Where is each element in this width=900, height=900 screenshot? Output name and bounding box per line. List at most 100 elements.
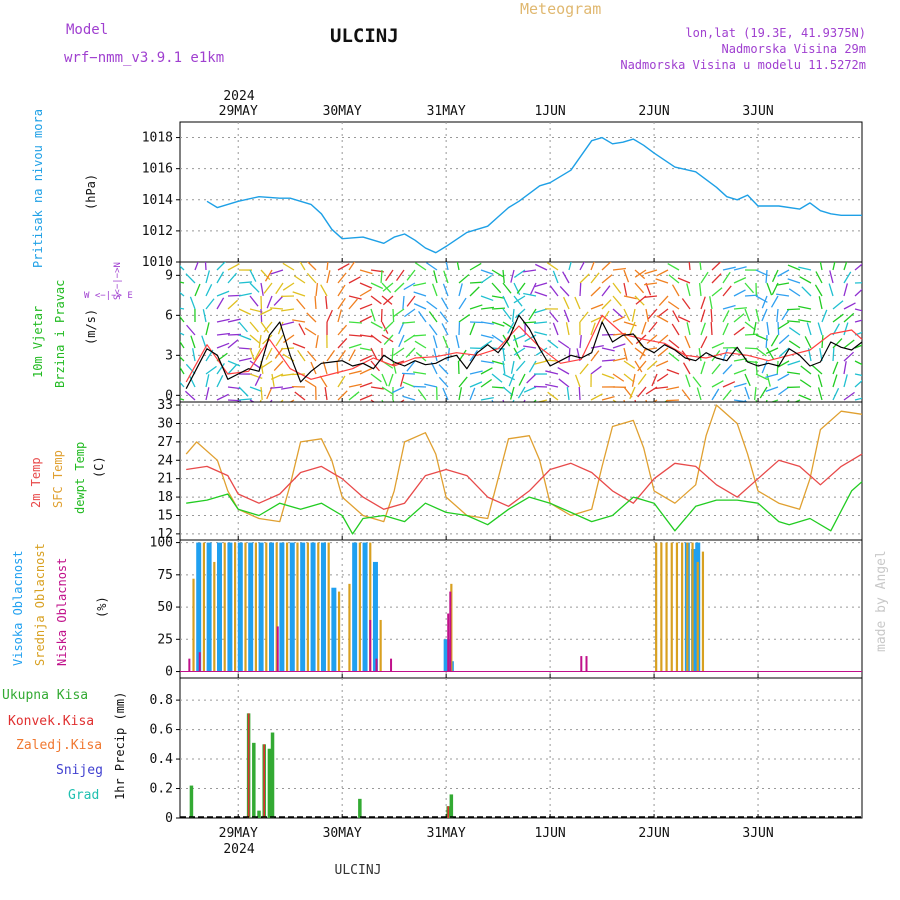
wind-arrow [306, 262, 317, 271]
wind-arrow [843, 283, 849, 297]
wind-arrow [612, 357, 626, 362]
wind-arrow [424, 383, 438, 388]
wind-arrows [180, 262, 862, 402]
y-tick-label: 0 [165, 811, 173, 826]
wind-arrow [722, 364, 733, 375]
wind-arrow [185, 273, 196, 284]
station-title: ULCINJ [330, 25, 399, 47]
wind-arrow [651, 373, 658, 387]
dewpt-line [186, 481, 863, 535]
mid-cloud-bar [317, 542, 320, 672]
model-label: Model [66, 22, 108, 38]
wind-arrow [406, 269, 416, 281]
wind-arrow [518, 373, 526, 386]
wind-arrow [458, 283, 463, 297]
wind-arrow [843, 339, 855, 349]
y-tick-label: 1012 [142, 224, 173, 239]
wind-arrow [227, 263, 240, 271]
wind-arrow [491, 386, 506, 389]
wind-arrow [832, 313, 844, 323]
y-tick-label: 33 [157, 398, 173, 413]
wind-arrow [202, 309, 207, 323]
wind-arrow [260, 269, 271, 280]
total-precip-bar [189, 785, 194, 818]
wind-arrow [688, 262, 691, 271]
mid-cloud-bar [213, 561, 216, 672]
wind-arrow [811, 364, 823, 375]
temp-ylabel: (C) [92, 456, 106, 478]
wind-arrow [814, 284, 823, 297]
y-tick-label: 27 [157, 435, 173, 450]
bottom-date-ticks: 29MAY 30MAY 31MAY 1JUN 2JUN 3JUN [219, 826, 774, 841]
wind-arrow [685, 374, 691, 388]
wind-arrow [788, 288, 801, 297]
wind-arrow [260, 282, 264, 296]
wind-arrow [781, 308, 790, 321]
wind-arrow [686, 322, 691, 336]
wind-arrow [348, 295, 362, 300]
wind-arrow [579, 273, 590, 284]
wind-arrow [787, 360, 801, 366]
wind-arrow [517, 386, 526, 399]
wind-arrow [254, 347, 262, 360]
wind-arrow [821, 334, 824, 349]
wind-arrow [359, 303, 373, 310]
wind-arrow [260, 321, 270, 333]
wind-arrow [227, 333, 242, 336]
wind-arrow [414, 340, 427, 349]
wind-arrow [260, 360, 273, 369]
mid-cloud-bar [660, 542, 663, 672]
wind-arrow [381, 295, 393, 305]
wind-arrow [180, 381, 185, 388]
mid-cloud-bar [285, 542, 289, 672]
wind-arrow [646, 334, 658, 344]
wind-arrow [381, 334, 394, 343]
wind-arrow [205, 298, 215, 310]
wind-arrow [710, 321, 713, 336]
wind-arrow [612, 267, 626, 271]
hail-label: Grad [68, 788, 99, 803]
wind-arrow [382, 295, 394, 306]
wind-arrow [534, 291, 548, 297]
high-cloud-bar [279, 542, 285, 672]
wind-arrow [402, 381, 416, 388]
wind-arrow [534, 282, 548, 288]
wind-arrow [428, 311, 438, 323]
wind-arrow [185, 363, 196, 375]
panel-1: 1010 1012 1014 1016 1018 [142, 121, 863, 270]
wind-arrow [394, 282, 405, 293]
wind-arrow [549, 285, 559, 297]
wind-arrow [348, 298, 358, 310]
wind-arrow [545, 383, 559, 388]
wind-arrow [180, 356, 185, 362]
wind-arrow [799, 276, 812, 284]
total-precip-bar [270, 732, 275, 818]
wind-arrow [787, 278, 801, 284]
wind-arrow [832, 387, 840, 401]
wind-arrow [227, 339, 239, 349]
low-cloud-bar [447, 613, 450, 672]
wind-arrow [359, 334, 373, 338]
bottom-date-1jun: 1JUN [534, 826, 565, 841]
wind-arrow [216, 271, 225, 284]
wind-arrow [275, 334, 284, 347]
wind-arrow [854, 319, 862, 323]
low-cloud-bar [585, 656, 588, 672]
wind-arrow [771, 269, 779, 283]
wind-arrow [513, 269, 526, 278]
wind-arrow [579, 363, 589, 375]
wind-arrow [641, 321, 647, 335]
wind-arrow [502, 308, 512, 320]
wind-arrow [787, 264, 801, 271]
wind-arrow [829, 270, 834, 284]
wind-arrow [579, 282, 582, 297]
wind-arrow [576, 348, 581, 362]
wind-arrow [431, 283, 438, 297]
wind-arrow [623, 282, 628, 296]
wind-arrow [523, 292, 537, 297]
high-cloud-bar [310, 542, 316, 672]
high-cloud-bar [300, 542, 306, 672]
wind-arrow [776, 360, 779, 375]
mid-cloud-bar [670, 542, 673, 672]
wind-arrow [433, 348, 438, 362]
